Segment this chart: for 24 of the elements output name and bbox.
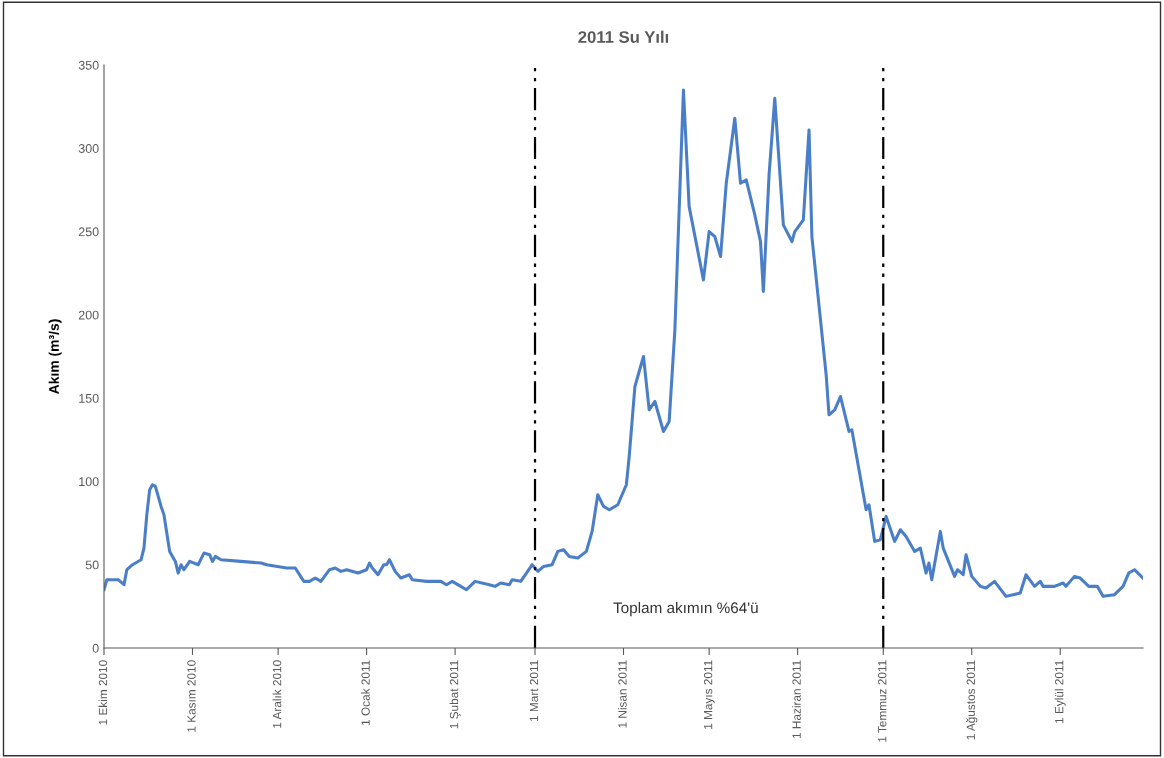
x-tick-label: 1 Kasım 2010 — [187, 660, 196, 732]
x-tick-label: 1 Şubat 2011 — [449, 660, 461, 729]
x-tick-label: 1 Ekim 2010 — [98, 660, 108, 725]
chart-title: 2011 Su Yılı — [578, 30, 669, 43]
y-tick-label: 350 — [78, 60, 99, 70]
y-tick-label: 250 — [78, 227, 99, 237]
y-tick-label: 0 — [92, 643, 99, 653]
y-axis-title: Akım (m³/s) — [48, 319, 62, 394]
x-tick-label: 1 Mayıs 2011 — [703, 660, 715, 729]
x-tick-label: 1 Ağustos 2011 — [966, 660, 978, 740]
y-tick-label: 50 — [85, 560, 99, 570]
annotation: Toplam akımın %64'ü — [613, 601, 758, 617]
x-tick-label: 1 Temmuz 2011 — [878, 660, 887, 742]
y-tick-label: 200 — [78, 310, 99, 320]
x-tick-label: 1 Eylül 2011 — [1054, 660, 1066, 724]
x-tick-label: 1 Nisan 2011 — [618, 660, 627, 728]
x-tick-label: 1 Ocak 2011 — [361, 660, 370, 725]
y-tick-label: 300 — [78, 144, 99, 153]
y-tick-label: 150 — [79, 393, 99, 403]
x-tick-label: 1 Aralık 2010 — [272, 660, 282, 728]
x-tick-label: 1 Mart 2011 — [529, 660, 539, 722]
line-series — [104, 88, 1143, 598]
y-tick-label: 100 — [79, 477, 99, 487]
x-tick-label: 1 Haziran 2011 — [792, 660, 801, 739]
